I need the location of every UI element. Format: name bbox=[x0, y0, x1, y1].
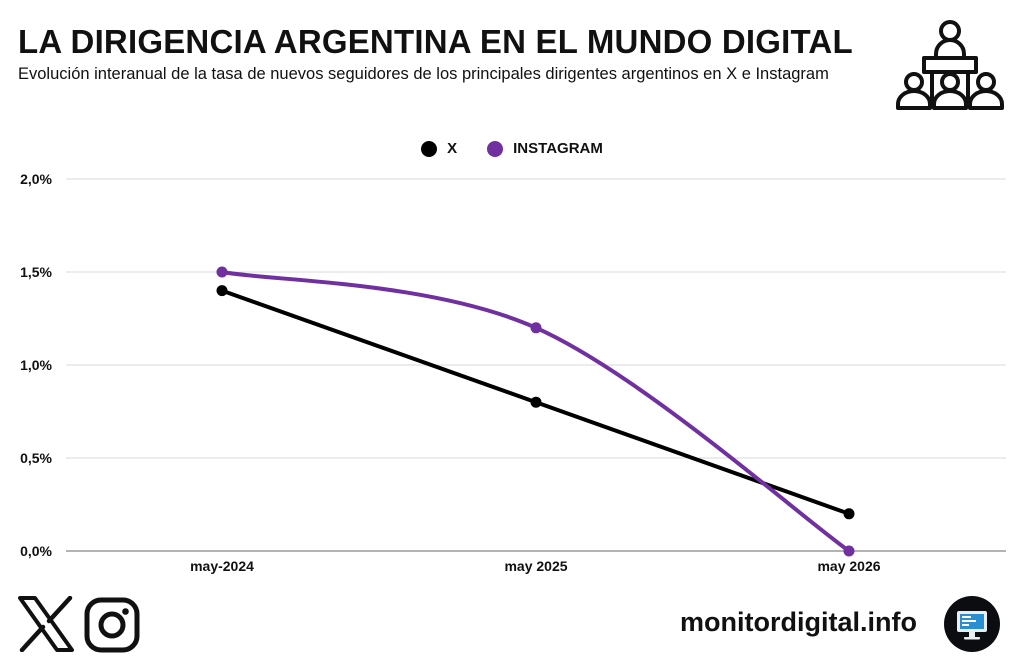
audience-presenter-icon bbox=[896, 20, 1004, 110]
page-title: LA DIRIGENCIA ARGENTINA EN EL MUNDO DIGI… bbox=[18, 23, 853, 60]
legend-item-x: X bbox=[421, 140, 457, 157]
y-tick-label: 0,5% bbox=[20, 450, 52, 466]
x-tick-label: may 2026 bbox=[817, 558, 880, 574]
data-point-x bbox=[216, 285, 228, 297]
legend-label-x: X bbox=[447, 140, 458, 157]
x-tick-label: may-2024 bbox=[190, 558, 254, 574]
y-tick-label: 1,0% bbox=[20, 357, 52, 373]
legend-marker-instagram bbox=[487, 140, 504, 157]
legend-marker-x bbox=[421, 140, 438, 157]
y-tick-label: 1,5% bbox=[20, 264, 52, 280]
series-line-instagram bbox=[220, 270, 851, 553]
line-chart: 0,0% 0,5% 1,0% 1,5% 2,0% may-2024 may 2025 may … bbox=[20, 171, 1006, 574]
instagram-logo-icon bbox=[84, 597, 140, 653]
page-subtitle: Evolución interanual de la tasa de nuevo… bbox=[18, 65, 829, 83]
data-point-x bbox=[530, 396, 542, 408]
x-tick-label: may 2025 bbox=[504, 558, 567, 574]
data-point-instagram bbox=[530, 322, 542, 334]
x-logo-icon bbox=[18, 596, 74, 652]
chart-legend: X INSTAGRAM bbox=[0, 140, 1024, 157]
site-url: monitordigital.info bbox=[680, 607, 917, 637]
legend-label-instagram: INSTAGRAM bbox=[513, 140, 603, 157]
data-point-instagram bbox=[216, 266, 228, 278]
data-point-instagram bbox=[843, 545, 855, 557]
monitor-icon bbox=[944, 596, 1000, 652]
data-point-x bbox=[843, 508, 855, 520]
legend-item-instagram: INSTAGRAM bbox=[487, 140, 603, 157]
y-tick-label: 2,0% bbox=[20, 171, 52, 187]
y-tick-label: 0,0% bbox=[20, 543, 52, 559]
